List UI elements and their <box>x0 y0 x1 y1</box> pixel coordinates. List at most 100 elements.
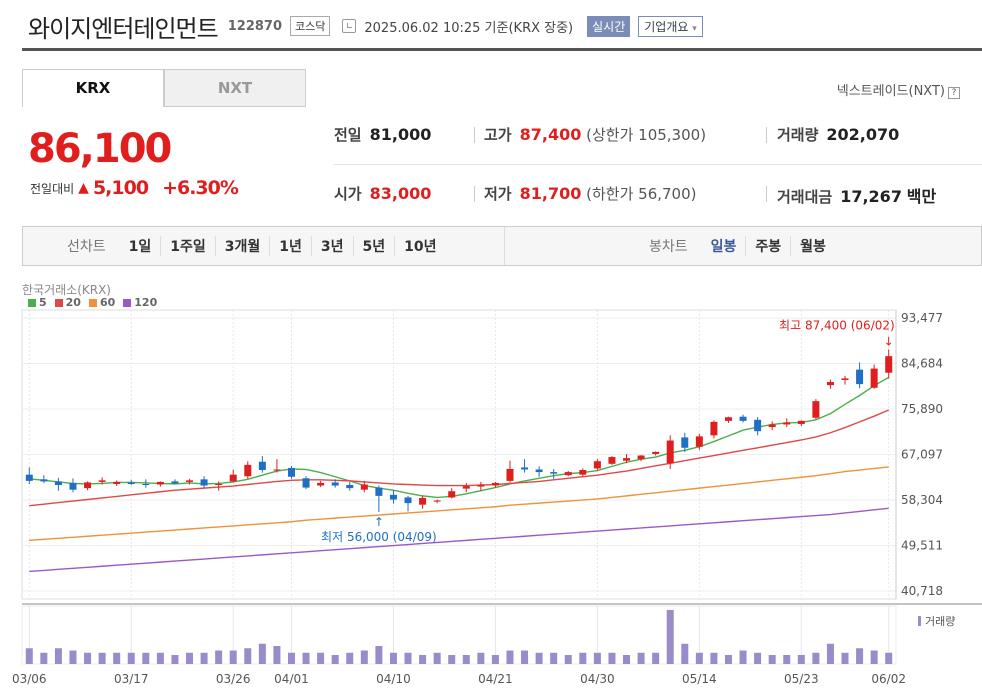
candle-body <box>579 470 586 475</box>
volume-bar <box>419 655 426 664</box>
volume-bar <box>332 655 339 664</box>
candle-body <box>434 501 441 502</box>
y-tick-label: 93,477 <box>901 311 943 325</box>
candle-body <box>142 484 149 485</box>
ma5-line <box>29 377 888 497</box>
candle-body <box>754 420 761 431</box>
candle-body <box>419 498 426 505</box>
volume-bar <box>740 651 747 665</box>
volume-legend: 거래량 <box>925 615 955 628</box>
volume-bar <box>113 653 120 664</box>
volume-bar <box>696 653 703 664</box>
volume-bar <box>856 648 863 664</box>
volume-bar <box>652 653 659 664</box>
candle-body <box>84 482 91 488</box>
candle-body <box>769 424 776 427</box>
candle-body <box>842 378 849 380</box>
volume-bar <box>536 653 543 664</box>
candle-body <box>667 441 674 464</box>
volume-bar <box>769 655 776 664</box>
candle-body <box>157 482 164 485</box>
volume-bar <box>667 610 674 664</box>
volume-bar <box>550 653 557 664</box>
volume-legend-swatch <box>918 616 921 626</box>
volume-bar <box>142 653 149 664</box>
candle-body <box>740 417 747 421</box>
low-annotation: 최저 56,000 (04/09) <box>321 530 437 544</box>
candle-body <box>390 495 397 500</box>
y-tick-label: 49,511 <box>901 539 943 553</box>
candle-body <box>871 369 878 388</box>
candle-body <box>521 467 528 469</box>
volume-bar <box>463 655 470 664</box>
x-tick-label: 04/30 <box>580 672 615 686</box>
volume-frame <box>22 606 896 664</box>
high-annotation: 최고 87,400 (06/02) <box>779 318 895 332</box>
x-tick-label: 03/17 <box>114 672 149 686</box>
volume-bar <box>885 653 892 664</box>
candle-body <box>361 484 368 489</box>
candle-body <box>798 421 805 424</box>
candle-body <box>536 469 543 472</box>
volume-bar <box>375 646 382 664</box>
volume-bar <box>157 653 164 664</box>
y-tick-label: 84,684 <box>901 357 943 371</box>
ma120-line <box>29 508 888 571</box>
volume-bar <box>842 653 849 664</box>
candle-body <box>827 382 834 385</box>
volume-bar <box>448 655 455 664</box>
volume-bar <box>128 653 135 664</box>
candle-body <box>346 485 353 488</box>
ma60-line <box>29 467 888 540</box>
candle-body <box>375 488 382 496</box>
y-tick-label: 67,097 <box>901 448 943 462</box>
candle-body <box>303 478 310 487</box>
volume-bar <box>215 651 222 665</box>
candle-body <box>783 422 790 424</box>
volume-bar <box>506 651 513 665</box>
volume-bar <box>346 653 353 664</box>
candle-body <box>215 484 222 485</box>
volume-bar <box>361 651 368 665</box>
volume-bar <box>201 653 208 664</box>
volume-bar <box>40 653 47 664</box>
candle-body <box>463 486 470 489</box>
volume-bar <box>638 653 645 664</box>
candle-body <box>317 483 324 486</box>
x-tick-label: 04/01 <box>274 672 309 686</box>
volume-bar <box>681 644 688 664</box>
x-tick-label: 03/26 <box>216 672 251 686</box>
volume-bar <box>171 655 178 664</box>
candle-body <box>623 458 630 461</box>
volume-bar <box>303 653 310 664</box>
candle-body <box>99 480 106 482</box>
candle-body <box>259 462 266 470</box>
candle-body <box>477 484 484 486</box>
candle-body <box>812 401 819 418</box>
candle-body <box>26 475 33 481</box>
volume-bar <box>725 655 732 664</box>
volume-bar <box>84 653 91 664</box>
high-arrow-icon: ↓ <box>884 334 894 348</box>
x-tick-label: 05/23 <box>784 672 819 686</box>
volume-bar <box>783 655 790 664</box>
volume-bar <box>405 653 412 664</box>
volume-bar <box>608 653 615 664</box>
volume-bar <box>434 653 441 664</box>
candle-body <box>856 370 863 384</box>
candle-body <box>332 482 339 485</box>
volume-bar <box>812 653 819 664</box>
volume-bar <box>710 653 717 664</box>
candle-body <box>492 483 499 486</box>
candle-body <box>244 465 251 476</box>
candle-body <box>594 461 601 468</box>
candle-body <box>638 456 645 460</box>
volume-bar <box>521 651 528 665</box>
volume-bar <box>69 651 76 665</box>
volume-bar <box>317 653 324 664</box>
candle-body <box>55 481 62 485</box>
volume-bar <box>477 653 484 664</box>
volume-bar <box>827 644 834 664</box>
volume-bar <box>594 653 601 664</box>
